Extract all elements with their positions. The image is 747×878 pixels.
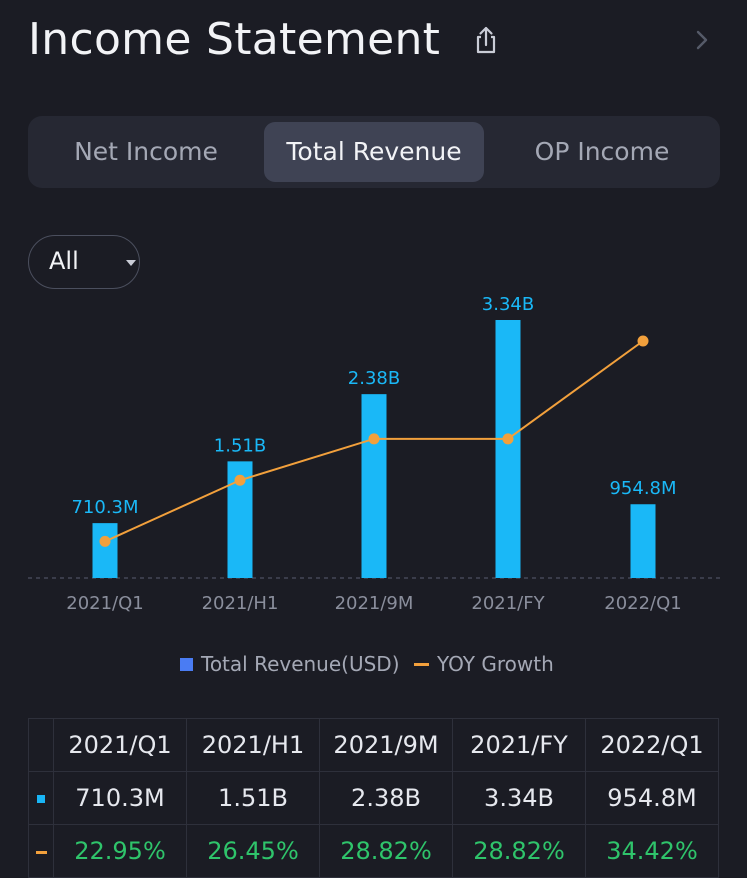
table-cell: 2.38B <box>319 771 453 825</box>
table-header-cell: 2021/Q1 <box>53 718 187 772</box>
bar-value-label: 1.51B <box>214 435 266 456</box>
table-row-revenue: 710.3M 1.51B 2.38B 3.34B 954.8M <box>28 771 719 825</box>
legend-bar-label: Total Revenue(USD) <box>200 652 400 676</box>
period-filter-dropdown[interactable]: All <box>28 235 140 289</box>
page-title: Income Statement <box>28 14 441 65</box>
revenue-bar <box>630 504 656 578</box>
table-cell: 28.82% <box>319 824 453 878</box>
legend-bar-swatch <box>180 658 193 671</box>
revenue-bar <box>92 523 118 578</box>
yoy-growth-point <box>502 433 514 445</box>
chevron-right-icon[interactable] <box>688 24 716 56</box>
legend-line-swatch <box>414 663 429 666</box>
revenue-bar <box>495 320 521 578</box>
revenue-bar <box>361 394 387 578</box>
bar-value-label: 710.3M <box>71 497 138 518</box>
bar-value-label: 3.34B <box>482 294 534 315</box>
x-tick-label: 2021/FY <box>471 593 545 614</box>
table-cell: 3.34B <box>452 771 586 825</box>
x-tick-label: 2021/H1 <box>202 593 279 614</box>
yoy-growth-point <box>368 433 380 445</box>
x-tick-label: 2022/Q1 <box>604 593 682 614</box>
revenue-table: 2021/Q1 2021/H1 2021/9M 2021/FY 2022/Q1 … <box>28 718 719 878</box>
metric-tabs: Net Income Total Revenue OP Income <box>28 116 720 188</box>
dash-marker-icon <box>36 850 47 854</box>
yoy-growth-point <box>234 474 246 486</box>
table-cell: 28.82% <box>452 824 586 878</box>
tab-net-income[interactable]: Net Income <box>74 137 218 166</box>
chart-legend: Total Revenue(USD) YOY Growth <box>180 652 554 676</box>
square-marker-icon <box>37 795 45 803</box>
table-header-cell: 2021/9M <box>319 718 453 772</box>
period-filter-label: All <box>49 247 79 275</box>
bar-value-label: 954.8M <box>609 478 676 499</box>
tab-op-income[interactable]: OP Income <box>534 137 670 166</box>
table-cell: 1.51B <box>186 771 320 825</box>
table-header-cell: 2021/FY <box>452 718 586 772</box>
revenue-chart: 710.3M 2021/Q1 1.51B 2021/H1 2.38B 2021/9M 3.3… <box>28 294 720 614</box>
x-tick-label: 2021/Q1 <box>66 593 144 614</box>
share-icon[interactable] <box>470 24 502 56</box>
table-cell: 26.45% <box>186 824 320 878</box>
table-row-growth: 22.95% 26.45% 28.82% 28.82% 34.42% <box>28 824 719 878</box>
table-header-cell: 2021/H1 <box>186 718 320 772</box>
table-cell: 34.42% <box>585 824 719 878</box>
table-cell: 954.8M <box>585 771 719 825</box>
revenue-row-marker <box>28 771 54 825</box>
tab-total-revenue[interactable]: Total Revenue <box>264 122 484 182</box>
yoy-growth-point <box>637 335 649 347</box>
yoy-growth-point <box>99 535 111 547</box>
legend-line-label: YOY Growth <box>436 652 554 676</box>
table-header-cell: 2022/Q1 <box>585 718 719 772</box>
table-header-row: 2021/Q1 2021/H1 2021/9M 2021/FY 2022/Q1 <box>28 718 719 772</box>
table-corner <box>28 718 54 772</box>
x-tick-label: 2021/9M <box>335 593 414 614</box>
growth-row-marker <box>28 824 54 878</box>
table-cell: 710.3M <box>53 771 187 825</box>
caret-down-icon <box>126 260 136 266</box>
bar-value-label: 2.38B <box>348 368 400 389</box>
table-cell: 22.95% <box>53 824 187 878</box>
